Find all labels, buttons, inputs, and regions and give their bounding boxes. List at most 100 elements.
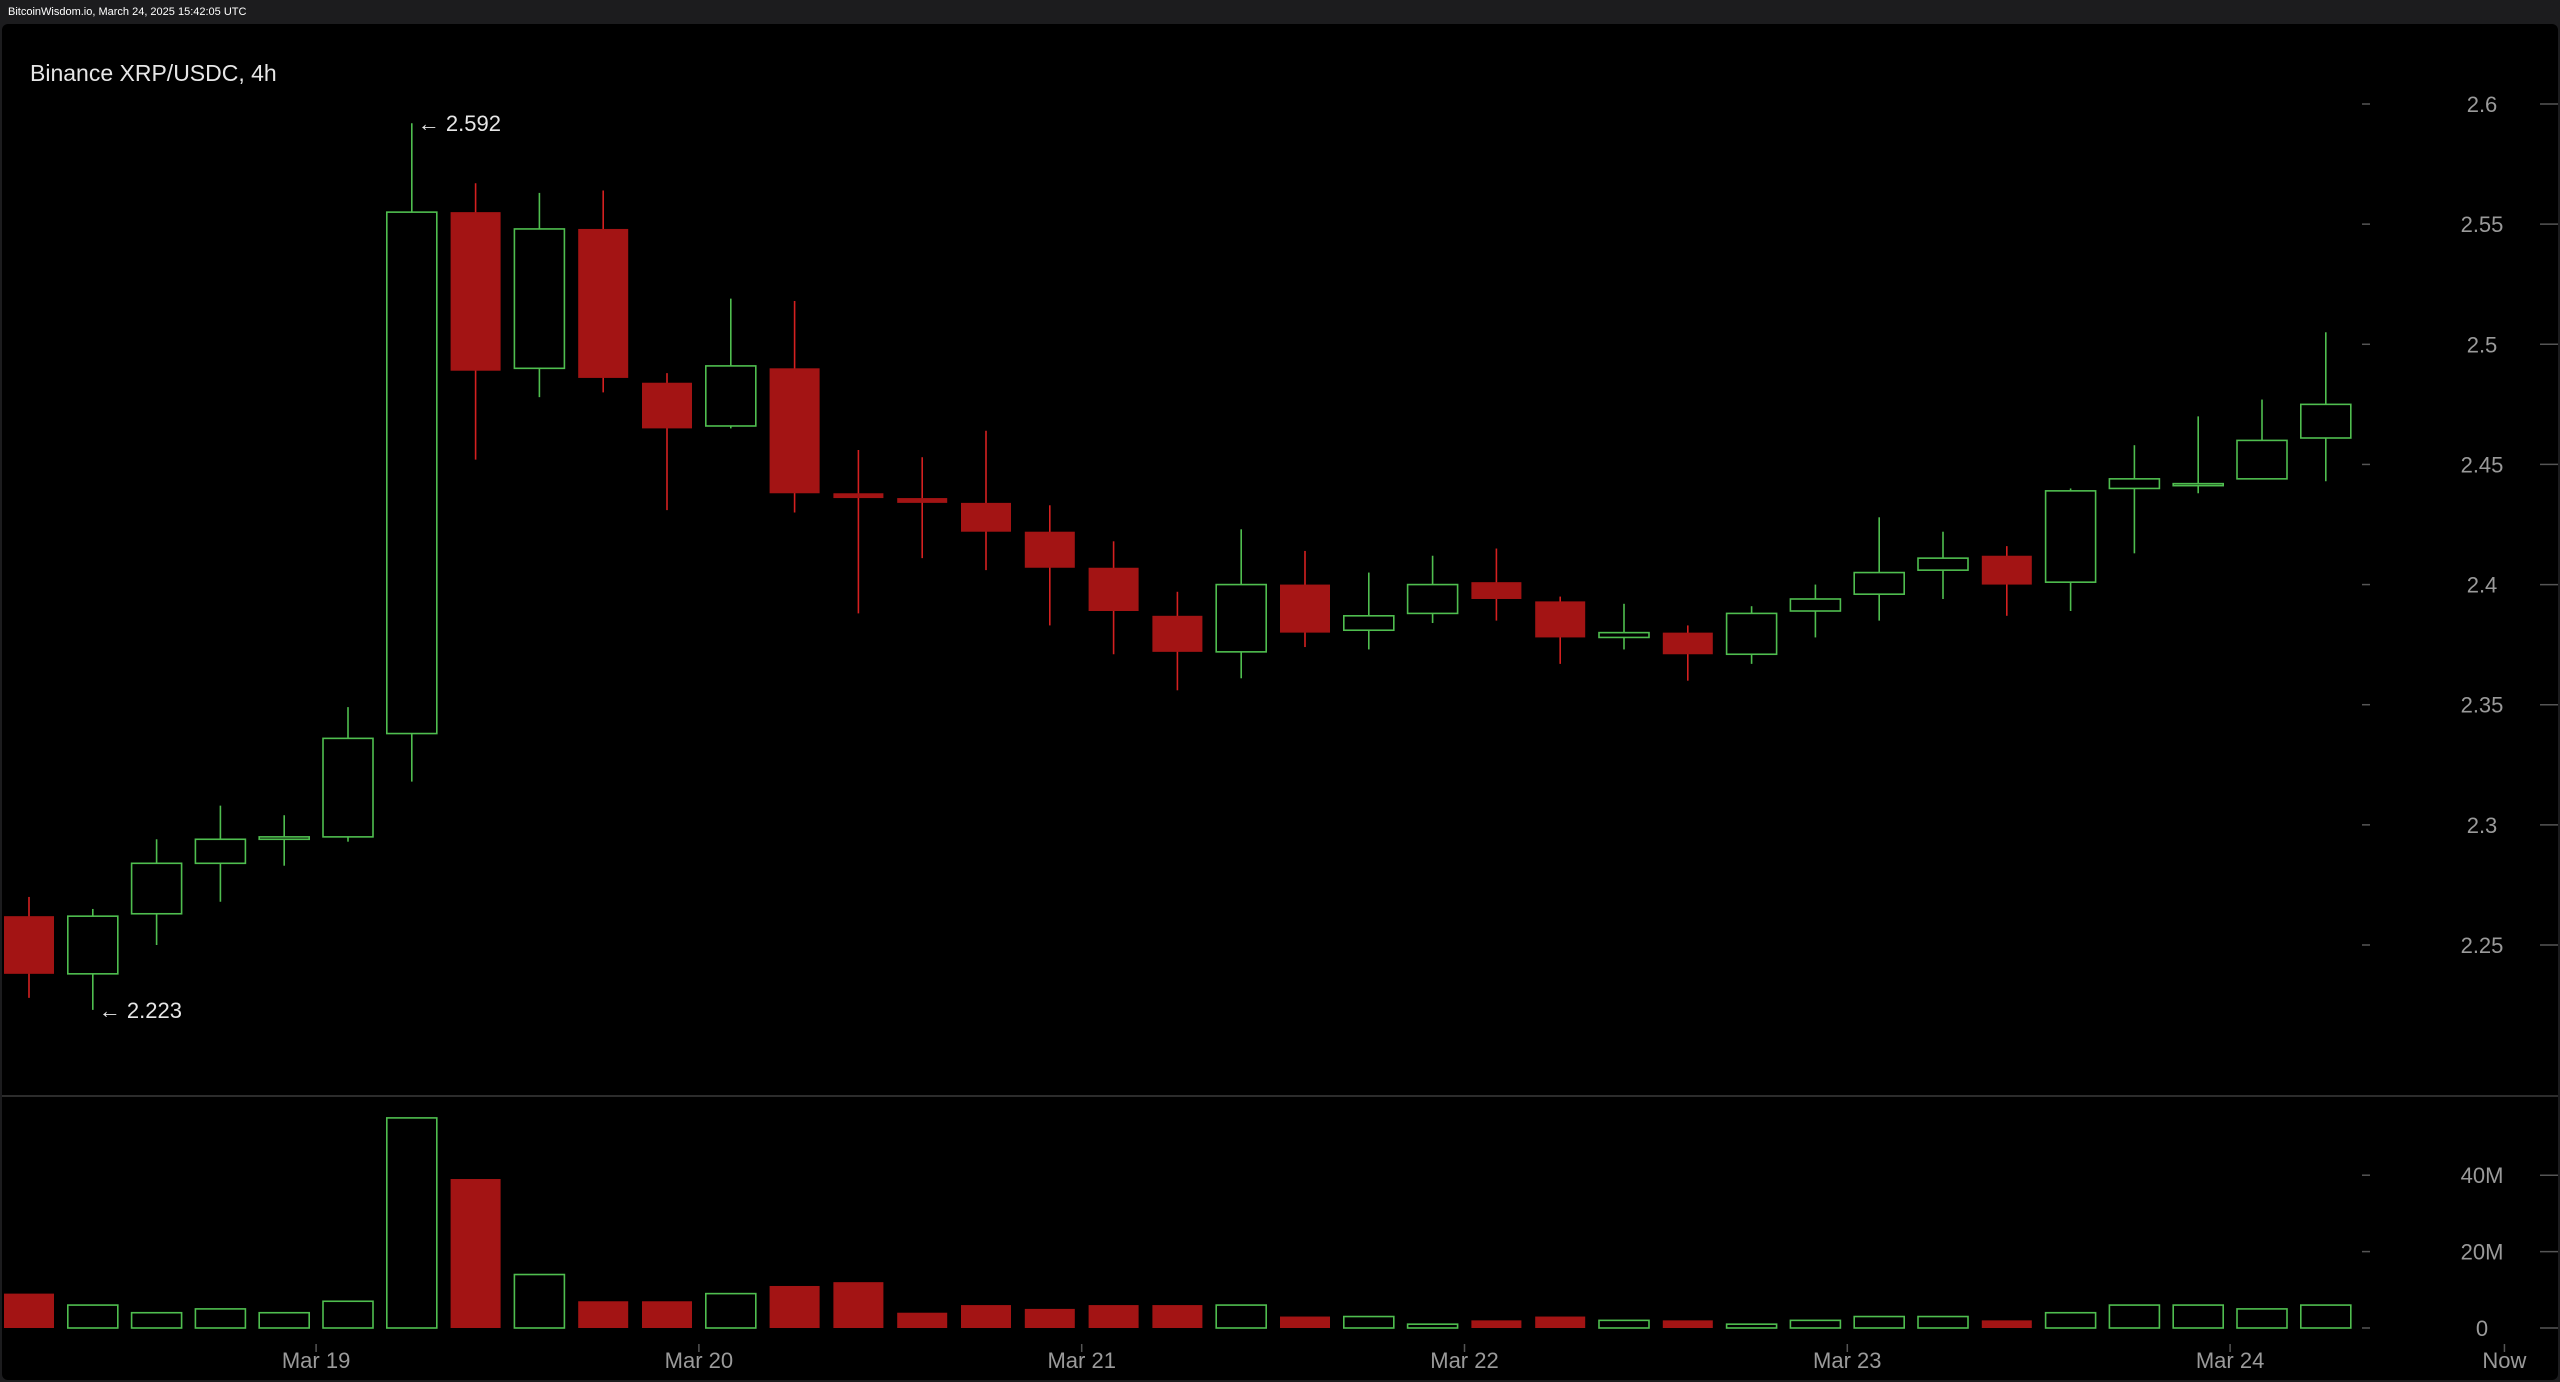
price-tick-label: 2.35: [2461, 693, 2504, 718]
volume-bar: [4, 1293, 54, 1328]
volume-tick-label: 40M: [2461, 1163, 2504, 1188]
candle-body: [130, 862, 183, 915]
candle-body: [4, 916, 54, 974]
volume-bar: [1088, 1305, 1139, 1328]
price-tick-label: 2.25: [2461, 933, 2504, 958]
top-bar: BitcoinWisdom.io, March 24, 2025 15:42:0…: [0, 0, 2560, 24]
low-annotation: ← 2.223: [99, 998, 182, 1023]
volume-bar: [1215, 1304, 1267, 1329]
candle-body: [322, 737, 374, 838]
candle-body: [67, 915, 119, 975]
volume-bar: [1725, 1323, 1778, 1329]
volume-bar: [1152, 1305, 1203, 1328]
volume-bar: [2044, 1311, 2097, 1329]
volume-bar: [1471, 1320, 1522, 1328]
price-tick-label: 2.55: [2461, 212, 2504, 237]
candle: [2172, 416, 2224, 494]
candle-body: [1406, 583, 1459, 615]
candle: [1789, 584, 1842, 638]
candle-body: [1598, 631, 1650, 639]
candle-body: [1853, 571, 1905, 595]
volume-bar: [194, 1308, 247, 1329]
candle-body: [194, 838, 247, 865]
watermark-text: BitcoinWisdom.io, March 24, 2025 15:42:0…: [8, 6, 247, 18]
candle-body: [385, 211, 438, 735]
candle: [4, 896, 54, 998]
candle: [578, 190, 629, 393]
time-tick-label: Now: [2482, 1348, 2526, 1373]
time-tick-label: Mar 24: [2196, 1348, 2264, 1373]
candle: [1981, 546, 2032, 616]
candle: [1853, 517, 1905, 621]
candle-body: [1535, 601, 1586, 638]
volume-bar: [513, 1273, 566, 1329]
candle-body: [642, 382, 692, 429]
volume-bar: [961, 1305, 1011, 1328]
price-axis: 2.25 2.3 2.35 2.4 2.45 2.5 2.55 2.6: [2362, 92, 2558, 958]
candle-body: [2172, 482, 2224, 487]
candlestick-chart: 2.25 2.3 2.35 2.4 2.45 2.5 2.55 2.6 0 20M 40M Mar…: [2, 92, 2558, 1373]
candle-body: [1917, 557, 1969, 571]
volume-bar: [385, 1117, 438, 1329]
candle: [1215, 529, 1267, 679]
volume-bar: [322, 1300, 374, 1329]
candle: [194, 805, 247, 902]
candle: [1535, 596, 1586, 664]
volume-bar: [833, 1282, 884, 1328]
price-tick-label: 2.5: [2467, 332, 2498, 357]
candle-body: [1662, 632, 1713, 655]
volume-bar: [1853, 1315, 1905, 1329]
volume-tick-label: 20M: [2461, 1240, 2504, 1265]
candle-body: [897, 498, 948, 503]
time-tick-label: Mar 19: [282, 1348, 350, 1373]
candle: [769, 301, 820, 513]
candle: [2108, 445, 2161, 554]
candle-body: [1471, 582, 1522, 599]
candle: [833, 450, 884, 614]
candle-body: [2300, 403, 2352, 439]
candle: [1662, 625, 1713, 681]
candle: [1406, 555, 1459, 624]
candle: [1280, 550, 1330, 648]
time-axis: Mar 19 Mar 20 Mar 21 Mar 22 Mar 23 Mar 24 Now: [282, 1344, 2527, 1373]
candle-body: [258, 836, 311, 841]
candle-body: [1215, 583, 1267, 653]
candle-body: [2044, 490, 2097, 583]
price-tick-label: 2.6: [2467, 92, 2498, 117]
candle: [1152, 591, 1203, 691]
candle-body: [1725, 612, 1778, 656]
candle: [1725, 606, 1778, 664]
volume-bar: [704, 1292, 757, 1329]
volume-bar: [2236, 1308, 2288, 1329]
volume-bar: [769, 1285, 820, 1328]
candle: [897, 457, 948, 559]
candle: [2300, 332, 2352, 482]
candle: [258, 815, 311, 866]
candle-body: [961, 502, 1011, 532]
candle: [130, 839, 183, 945]
volume-bar: [67, 1304, 119, 1329]
candle-body: [450, 212, 501, 371]
volume-bar: [1598, 1319, 1650, 1329]
price-tick-label: 2.45: [2461, 452, 2504, 477]
candle-body: [1789, 598, 1842, 612]
volume-bar: [2300, 1304, 2352, 1329]
volume-bar: [1280, 1316, 1330, 1328]
candle: [961, 430, 1011, 571]
candle: [704, 298, 757, 429]
volume-bar: [2108, 1304, 2161, 1329]
volume-bar: [130, 1311, 183, 1329]
high-annotation: ← 2.592: [418, 111, 501, 136]
candle-body: [2108, 478, 2161, 490]
candle: [2236, 399, 2288, 480]
candle: [513, 192, 566, 398]
volume-tick-label: 0: [2476, 1316, 2488, 1341]
chart-panel: 2.25 2.3 2.35 2.4 2.45 2.5 2.55 2.6 0 20M 40M Mar…: [2, 24, 2558, 1380]
candle: [322, 707, 374, 842]
price-tick-label: 2.4: [2467, 573, 2498, 598]
candle-body: [1152, 615, 1203, 652]
candle-body: [1280, 584, 1330, 633]
candle-body: [769, 368, 820, 494]
candle: [642, 373, 692, 511]
time-tick-label: Mar 20: [665, 1348, 733, 1373]
